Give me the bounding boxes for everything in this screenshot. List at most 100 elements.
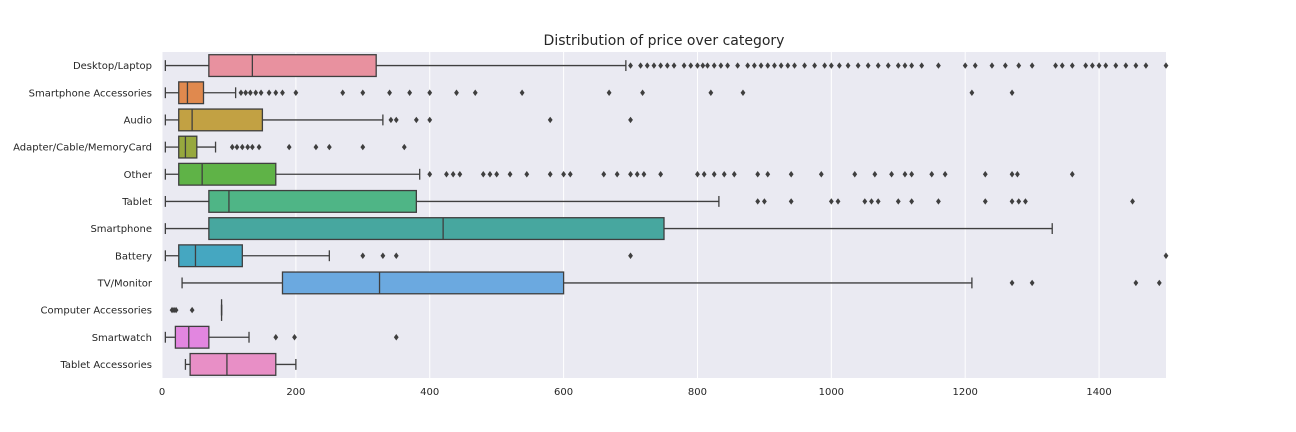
outlier-point: [828, 198, 834, 205]
category-labels: Desktop/Laptop Smartphone Accessories Audi…: [13, 61, 153, 371]
outlier-point: [855, 62, 861, 69]
outlier-point: [785, 62, 791, 69]
outlier-point: [1023, 198, 1028, 205]
outlier-point: [1163, 252, 1169, 259]
outlier-point: [393, 252, 399, 259]
outlier-point: [902, 62, 908, 69]
outlier-point: [189, 306, 195, 314]
grid-lines: [161, 52, 1100, 378]
outlier-point: [173, 306, 179, 314]
outlier-point: [651, 62, 657, 69]
chart-title: Distribution of price over category: [544, 33, 785, 49]
outlier-point: [313, 143, 319, 151]
outlier-point: [628, 116, 633, 124]
outlier-point: [1069, 171, 1075, 178]
outlier-point: [755, 171, 761, 178]
outlier-point: [929, 171, 935, 178]
outlier-point: [765, 62, 771, 69]
outlier-point: [701, 171, 707, 178]
outlier-point: [909, 171, 915, 178]
x-tick-label: 1400: [1086, 387, 1111, 398]
outlier-point: [638, 62, 643, 69]
outlier-point: [1002, 62, 1008, 69]
x-tick-label: 200: [286, 387, 305, 398]
outlier-point: [547, 116, 553, 124]
outlier-point: [812, 62, 817, 69]
outlier-point: [413, 116, 419, 124]
outlier-point: [360, 252, 366, 259]
outlier-point: [671, 62, 677, 69]
outlier-point: [258, 89, 264, 96]
outlier-point: [936, 198, 941, 205]
outlier-point: [688, 62, 694, 69]
outlier-point: [735, 62, 741, 69]
outlier-point: [695, 62, 700, 69]
outlier-point: [711, 171, 717, 178]
outlier-point: [989, 62, 995, 69]
outlier-point: [711, 62, 717, 69]
category-label: Tablet Accessories: [59, 360, 152, 371]
outlier-point: [340, 89, 346, 96]
outlier-point: [256, 143, 262, 151]
plot-area: [162, 52, 1166, 378]
outlier-point: [360, 89, 366, 96]
outlier-point: [472, 89, 478, 96]
outlier-point: [792, 62, 797, 69]
category-label: Audio: [124, 115, 152, 126]
x-tick-label: 1000: [819, 387, 844, 398]
outlier-point: [245, 143, 251, 151]
category-label: Smartwatch: [92, 333, 152, 344]
outlier-point: [1163, 62, 1169, 69]
outlier-point: [745, 62, 751, 69]
iqr-box: [189, 352, 277, 376]
outlier-point: [229, 143, 235, 151]
boxes: [164, 54, 1169, 376]
outlier-point: [273, 89, 279, 96]
outlier-point: [247, 89, 253, 96]
outlier-point: [1130, 198, 1135, 205]
outlier-point: [401, 143, 407, 151]
category-label: Other: [124, 170, 153, 181]
outlier-point: [524, 171, 530, 178]
box-group: [181, 271, 1162, 295]
outlier-point: [755, 198, 761, 205]
outlier-point: [1123, 62, 1129, 69]
outlier-point: [1103, 62, 1109, 69]
outlier-point: [393, 116, 399, 124]
outlier-point: [1009, 279, 1015, 287]
outlier-point: [1016, 198, 1022, 205]
category-label: Tablet: [121, 197, 152, 208]
box-group: [164, 162, 1075, 186]
box-group: [164, 54, 1169, 78]
outlier-point: [487, 171, 493, 178]
outlier-point: [721, 171, 727, 178]
outlier-point: [731, 171, 737, 178]
outlier-point: [909, 198, 915, 205]
iqr-box: [208, 189, 417, 213]
outlier-point: [450, 171, 456, 178]
outlier-point: [634, 171, 640, 178]
outlier-point: [614, 171, 620, 178]
x-tick-label: 600: [554, 387, 573, 398]
outlier-point: [628, 171, 633, 178]
iqr-box: [178, 162, 277, 186]
x-tick-label: 800: [688, 387, 707, 398]
outlier-point: [606, 89, 612, 96]
outlier-point: [239, 143, 245, 151]
outlier-point: [875, 198, 881, 205]
outlier-point: [1009, 89, 1015, 96]
outlier-point: [836, 62, 842, 69]
outlier-point: [942, 171, 948, 178]
outlier-point: [725, 62, 730, 69]
outlier-point: [561, 171, 566, 178]
outlier-point: [238, 89, 244, 96]
category-label: Battery: [115, 251, 152, 262]
outlier-point: [658, 171, 664, 178]
iqr-box: [178, 81, 205, 105]
outlier-point: [360, 143, 366, 151]
iqr-box: [208, 54, 377, 78]
box-group: [164, 108, 633, 132]
outlier-point: [1113, 62, 1119, 69]
outlier-point: [869, 198, 874, 205]
